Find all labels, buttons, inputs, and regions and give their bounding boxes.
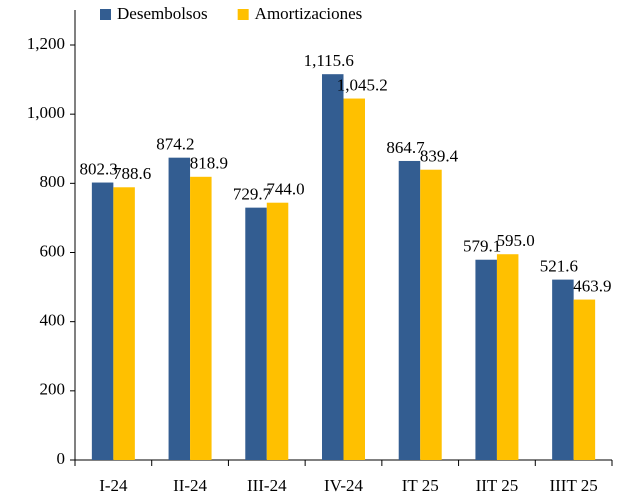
value-label: 1,115.6 (304, 51, 354, 70)
bar (475, 259, 497, 460)
value-label: 595.0 (497, 231, 535, 250)
bar (420, 169, 442, 460)
y-tick-label: 1,000 (27, 103, 65, 122)
bar (496, 254, 519, 460)
x-tick-label: II-24 (173, 476, 207, 495)
value-label: 744.0 (266, 180, 304, 199)
value-label: 521.6 (540, 257, 578, 276)
x-tick-label: IIT 25 (476, 476, 519, 495)
value-label: 579.1 (463, 237, 501, 256)
legend-swatch (237, 9, 249, 20)
y-tick-label: 0 (57, 449, 66, 468)
bar (322, 74, 344, 461)
value-label: 802.3 (79, 159, 117, 178)
y-tick-label: 800 (40, 172, 66, 191)
value-label: 729.7 (233, 185, 272, 204)
value-label: 864.7 (386, 138, 425, 157)
bar (398, 160, 421, 460)
value-label: 1,045.2 (337, 75, 388, 94)
bar (552, 279, 574, 460)
bar (343, 98, 365, 460)
y-tick-label: 200 (40, 380, 66, 399)
x-tick-label: IIIT 25 (549, 476, 597, 495)
legend-swatch (100, 9, 111, 20)
value-label: 788.6 (113, 164, 151, 183)
y-tick-label: 1,200 (27, 34, 65, 53)
x-tick-label: IV-24 (324, 476, 364, 495)
bar (573, 299, 596, 460)
value-label: 874.2 (156, 135, 194, 154)
bar (91, 182, 114, 461)
legend-label: Desembolsos (117, 4, 208, 23)
bar (245, 207, 267, 460)
x-tick-label: I-24 (99, 476, 128, 495)
value-label: 463.9 (573, 276, 611, 295)
bar (190, 176, 212, 460)
legend-label: Amortizaciones (255, 4, 363, 23)
bar (266, 202, 289, 460)
value-label: 818.9 (190, 154, 228, 173)
value-label: 839.4 (420, 147, 459, 166)
bar (168, 157, 191, 461)
bar (113, 187, 135, 461)
y-tick-label: 400 (40, 311, 66, 330)
y-tick-label: 600 (40, 241, 66, 260)
x-tick-label: III-24 (247, 476, 287, 495)
x-tick-label: IT 25 (402, 476, 439, 495)
